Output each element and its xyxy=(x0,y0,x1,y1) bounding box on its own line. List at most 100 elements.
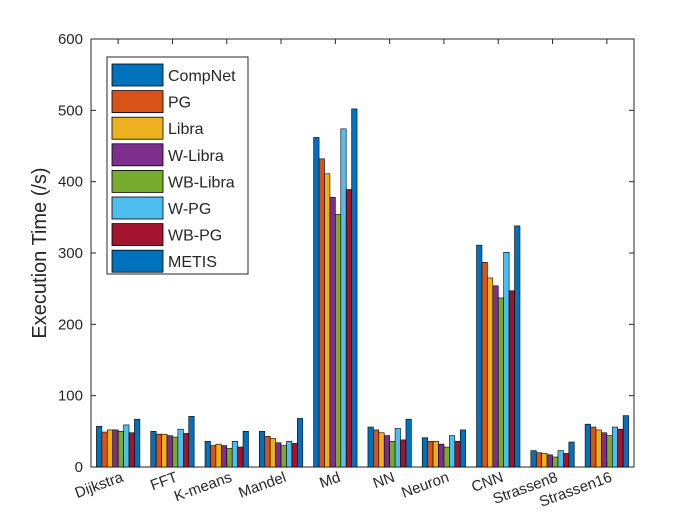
bar-wb-pg-cnn xyxy=(508,290,515,468)
legend-swatch-compnet xyxy=(111,63,164,87)
bar-pg-nn xyxy=(373,429,380,468)
bar-metis-md xyxy=(351,108,358,468)
bar-pg-k-means xyxy=(210,445,217,468)
bar-compnet-mandel xyxy=(259,431,266,468)
bar-w-libra-strassen8 xyxy=(546,454,553,468)
bar-w-pg-neuron xyxy=(449,435,456,468)
bar-w-pg-k-means xyxy=(231,441,238,468)
bar-compnet-fft xyxy=(150,431,157,468)
legend-swatch-w-pg xyxy=(111,196,164,220)
y-axis: 0 100 200 300 400 500 600 xyxy=(58,31,634,476)
y-tick-label: 300 xyxy=(58,245,83,262)
bar-libra-k-means xyxy=(215,443,222,468)
y-tick-label: 100 xyxy=(58,388,83,405)
bar-w-libra-nn xyxy=(383,435,390,468)
bars xyxy=(96,108,629,468)
bar-w-pg-cnn xyxy=(503,251,510,468)
y-tick-label: 500 xyxy=(58,102,83,119)
legend-swatch-wb-pg xyxy=(111,223,164,247)
bar-pg-mandel xyxy=(264,436,271,468)
legend-swatch-libra xyxy=(111,116,164,140)
legend-label: Libra xyxy=(168,121,204,138)
legend-label: WB-PG xyxy=(168,228,222,245)
bar-compnet-k-means xyxy=(204,441,211,468)
bar-libra-dijkstra xyxy=(106,429,114,468)
bar-pg-cnn xyxy=(481,261,488,468)
bar-metis-cnn xyxy=(514,225,521,468)
bar-libra-cnn xyxy=(487,277,494,468)
bar-libra-strassen16 xyxy=(595,429,602,468)
bar-libra-nn xyxy=(378,432,385,468)
bar-pg-neuron xyxy=(427,441,434,468)
x-tick-label: NN xyxy=(371,469,397,492)
bar-metis-nn xyxy=(405,418,412,468)
bar-wb-pg-dijkstra xyxy=(128,432,135,468)
bar-pg-strassen16 xyxy=(590,426,597,468)
bar-w-pg-strassen8 xyxy=(557,450,564,468)
legend-label: WB-Libra xyxy=(168,174,235,191)
bar-w-libra-dijkstra xyxy=(112,429,119,468)
bar-libra-fft xyxy=(161,433,168,468)
bar-wb-pg-strassen16 xyxy=(617,428,624,468)
x-tick-label: Neuron xyxy=(399,469,451,502)
bar-w-libra-cnn xyxy=(492,285,499,468)
bar-metis-k-means xyxy=(242,431,249,468)
bar-pg-strassen8 xyxy=(535,452,542,468)
bar-libra-mandel xyxy=(269,438,276,468)
bar-compnet-nn xyxy=(367,426,374,468)
bar-wb-pg-fft xyxy=(183,433,190,468)
legend-label: W-Libra xyxy=(168,148,224,165)
bar-wb-libra-strassen16 xyxy=(606,435,613,468)
bar-wb-pg-strassen8 xyxy=(563,453,570,468)
bar-compnet-cnn xyxy=(476,244,483,468)
bar-metis-mandel xyxy=(297,418,304,468)
legend-label: PG xyxy=(168,95,191,112)
bar-wb-libra-nn xyxy=(389,441,396,468)
bar-wb-libra-mandel xyxy=(280,445,287,468)
legend-swatch-w-libra xyxy=(111,143,164,167)
y-tick-label: 400 xyxy=(58,174,83,191)
bar-w-pg-fft xyxy=(177,428,184,468)
bar-libra-strassen8 xyxy=(541,453,548,468)
bar-w-pg-dijkstra xyxy=(123,424,130,468)
bar-wb-libra-dijkstra xyxy=(117,431,124,468)
bar-w-libra-mandel xyxy=(275,442,282,468)
x-tick-label: K-means xyxy=(172,469,234,506)
bar-w-libra-fft xyxy=(166,435,173,468)
x-tick-label: Md xyxy=(317,469,342,492)
bar-w-pg-md xyxy=(340,128,347,468)
legend: CompNet PG Libra W-Libra WB-Libra W-PG WB-PG ME… xyxy=(106,56,249,275)
bar-wb-pg-mandel xyxy=(291,443,298,468)
bar-w-pg-strassen16 xyxy=(611,426,619,468)
bar-wb-libra-strassen8 xyxy=(552,456,559,468)
bar-metis-neuron xyxy=(459,429,466,468)
bar-pg-md xyxy=(318,158,325,468)
bar-wb-libra-fft xyxy=(172,436,179,468)
legend-label: W-PG xyxy=(168,201,211,218)
y-axis-title: Execution Time (/s) xyxy=(29,167,51,338)
bar-w-libra-md xyxy=(329,197,336,468)
bar-compnet-dijkstra xyxy=(96,426,103,468)
bar-libra-neuron xyxy=(432,441,439,468)
bar-metis-strassen8 xyxy=(568,441,575,468)
bar-wb-pg-k-means xyxy=(237,446,244,468)
bar-libra-md xyxy=(324,173,331,468)
bar-w-libra-k-means xyxy=(221,445,228,468)
bar-wb-libra-md xyxy=(335,214,342,468)
bar-wb-pg-neuron xyxy=(454,441,461,468)
bar-metis-dijkstra xyxy=(134,418,141,468)
bar-compnet-strassen16 xyxy=(584,423,591,468)
legend-label: CompNet xyxy=(168,68,236,85)
legend-swatch-wb-libra xyxy=(111,169,164,193)
y-tick-label: 0 xyxy=(75,459,83,476)
bar-w-libra-neuron xyxy=(438,443,445,468)
legend-swatch-pg xyxy=(111,90,164,113)
bar-compnet-md xyxy=(313,137,320,468)
bar-wb-libra-k-means xyxy=(226,448,233,468)
bar-metis-fft xyxy=(188,416,195,468)
bar-pg-fft xyxy=(155,433,162,468)
bar-compnet-strassen8 xyxy=(530,450,537,468)
x-tick-label: Mandel xyxy=(236,469,288,502)
bar-w-libra-strassen16 xyxy=(601,432,608,468)
